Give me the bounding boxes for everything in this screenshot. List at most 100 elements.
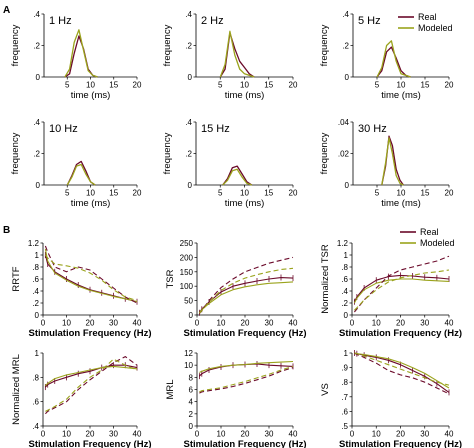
legend-real-label: Real — [418, 12, 437, 22]
y-tick-label: .4 — [342, 10, 349, 19]
x-axis-label: Stimulation Frequency (Hz) — [339, 328, 462, 339]
x-tick-label: 0 — [41, 430, 46, 439]
y-axis-label: Normalized TSR — [320, 244, 331, 314]
series-line-2 — [222, 168, 253, 186]
y-tick-label: 0 — [36, 73, 41, 82]
x-tick-label: 20 — [445, 81, 454, 90]
x-tick-label: 10 — [86, 81, 95, 90]
series-line-2 — [199, 360, 294, 373]
y-tick-label: .4 — [32, 422, 39, 431]
chart-panel-2: 5 10 15 20 0 .2 .4 time (ms) frequency 2 Hz — [162, 10, 298, 101]
y-axis-label: Normalized MRL — [11, 354, 22, 425]
y-tick-label: .4 — [185, 10, 192, 19]
y-tick-label: 100 — [180, 282, 194, 291]
y-tick-label: .2 — [33, 150, 40, 159]
y-tick-label: 0 — [344, 311, 349, 320]
y-axis-label: RRTF — [11, 266, 22, 291]
y-tick-label: .4 — [33, 118, 40, 127]
y-tick-label: .6 — [32, 398, 39, 407]
x-tick-label: 20 — [86, 319, 95, 328]
series-line-2 — [381, 137, 404, 186]
y-tick-label: .2 — [32, 299, 39, 308]
y-tick-label: .4 — [32, 287, 39, 296]
y-axis-label: frequency — [319, 132, 330, 174]
x-tick-label: 20 — [241, 319, 250, 328]
x-axis-label: time (ms) — [71, 198, 111, 209]
y-axis-label: MRL — [165, 379, 176, 399]
y-tick-label: 1.2 — [28, 239, 40, 248]
x-tick-label: 5 — [218, 81, 223, 90]
x-tick-label: 20 — [396, 319, 405, 328]
x-axis-label: time (ms) — [225, 90, 265, 101]
y-axis-label: TSR — [165, 269, 176, 288]
y-axis-label: frequency — [162, 132, 173, 174]
x-tick-label: 40 — [133, 430, 142, 439]
x-tick-label: 10 — [372, 430, 381, 439]
x-tick-label: 30 — [109, 430, 118, 439]
series-line-2 — [44, 365, 138, 387]
chart-panel-1: 5 10 15 20 0 .2 .4 time (ms) frequency 1 Hz — [10, 10, 142, 101]
x-tick-label: 15 — [421, 189, 430, 198]
y-tick-label: 2 — [189, 410, 194, 419]
series-line-1 — [353, 274, 450, 303]
series-line-2 — [44, 248, 138, 303]
y-axis-label: frequency — [10, 132, 21, 174]
y-tick-label: .8 — [341, 263, 348, 272]
chart-panel-11: 0 10 20 30 40 0 2 4 6 8 10 12 Stimulation Frequency … — [165, 349, 306, 448]
chart-panel-10: 0 10 20 30 40 .4 .6 .8 1 Stimulation Frequency (H… — [11, 349, 151, 448]
y-tick-label: .8 — [32, 263, 39, 272]
panel-title: 15 Hz — [201, 123, 230, 135]
y-tick-label: .2 — [341, 299, 348, 308]
y-tick-label: 0 — [189, 422, 194, 431]
series-line-1 — [354, 352, 450, 393]
x-tick-label: 20 — [289, 81, 298, 90]
legend-real-label: Real — [420, 227, 439, 237]
y-tick-label: .6 — [341, 407, 348, 416]
y-tick-label: 200 — [180, 253, 194, 262]
y-tick-label: 4 — [189, 398, 194, 407]
series-line-3 — [199, 367, 294, 394]
x-tick-label: 20 — [289, 189, 298, 198]
y-tick-label: 10 — [184, 361, 193, 370]
x-tick-label: 15 — [109, 189, 118, 198]
x-axis-label: time (ms) — [381, 90, 421, 101]
series-line-4 — [354, 352, 450, 386]
y-tick-label: .4 — [341, 287, 348, 296]
y-tick-label: .7 — [341, 393, 348, 402]
x-tick-label: 40 — [133, 319, 142, 328]
series-line-2 — [219, 30, 255, 78]
y-tick-label: 0 — [188, 73, 193, 82]
y-tick-label: 0 — [35, 311, 40, 320]
panel-title: 30 Hz — [358, 123, 387, 135]
series-line-2 — [66, 163, 96, 186]
x-tick-label: 5 — [375, 81, 380, 90]
y-tick-label: .04 — [338, 118, 350, 127]
x-axis-label: Stimulation Frequency (Hz) — [339, 439, 462, 448]
y-axis-label: frequency — [10, 24, 21, 66]
y-tick-label: .4 — [33, 10, 40, 19]
x-axis-label: time (ms) — [225, 198, 265, 209]
x-tick-label: 20 — [133, 189, 142, 198]
y-tick-label: 250 — [180, 239, 194, 248]
x-tick-label: 20 — [86, 430, 95, 439]
y-tick-label: 50 — [184, 297, 193, 306]
series-line-1 — [381, 135, 404, 186]
chart-panel-8: 0 10 20 30 40 0 50 100 150 200 250 Stimulation Freq… — [165, 239, 306, 339]
y-tick-label: 1.2 — [337, 239, 349, 248]
y-tick-label: .02 — [338, 150, 350, 159]
series-line-2 — [198, 281, 294, 314]
chart-panel-12: 0 10 20 30 40 .5 .6 .7 .8 .9 1 Stimulation Frequenc… — [320, 349, 462, 448]
x-tick-label: 0 — [350, 430, 355, 439]
series-line-1 — [199, 363, 294, 377]
x-tick-label: 10 — [397, 189, 406, 198]
panel-letter-b: B — [3, 225, 10, 236]
x-tick-label: 20 — [445, 189, 454, 198]
panel-title: 1 Hz — [49, 15, 72, 27]
x-tick-label: 0 — [41, 319, 46, 328]
legend-modeled-label: Modeled — [420, 238, 455, 248]
y-tick-label: 1 — [344, 349, 349, 358]
series-line-3 — [353, 255, 450, 313]
x-tick-label: 0 — [350, 319, 355, 328]
